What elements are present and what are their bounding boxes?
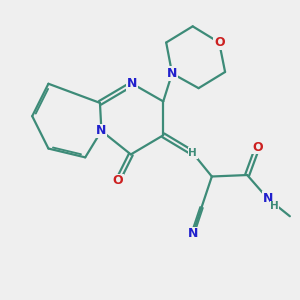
Text: H: H bbox=[188, 148, 197, 158]
Text: N: N bbox=[96, 124, 106, 137]
Text: O: O bbox=[252, 141, 263, 154]
Text: N: N bbox=[262, 192, 273, 205]
Text: O: O bbox=[214, 36, 224, 49]
Text: O: O bbox=[112, 174, 123, 188]
Text: N: N bbox=[167, 67, 177, 80]
Text: N: N bbox=[127, 77, 137, 90]
Text: N: N bbox=[188, 227, 198, 240]
Text: H: H bbox=[270, 201, 279, 211]
